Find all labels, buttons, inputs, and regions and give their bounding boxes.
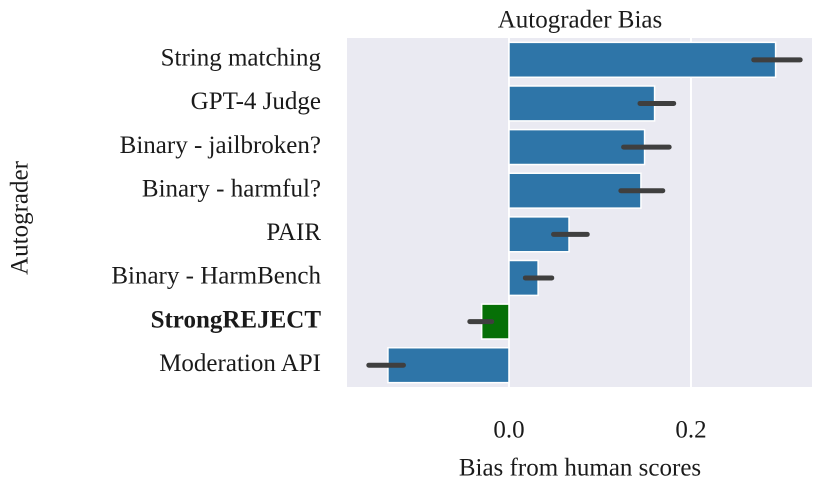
y-tick-label: Binary - harmful? [142, 175, 321, 202]
y-tick-label: StrongREJECT [151, 306, 322, 333]
x-tick-label: 0.0 [493, 417, 524, 444]
y-tick-label: Moderation API [159, 350, 321, 377]
bar [508, 41, 777, 79]
y-tick-label: Binary - HarmBench [111, 263, 321, 290]
bar [508, 85, 656, 122]
bar [387, 346, 510, 384]
y-tick-label: PAIR [266, 219, 321, 246]
x-axis-label: Bias from human scores [459, 455, 701, 482]
chart-title: Autograder Bias [498, 7, 663, 34]
y-tick-label: GPT-4 Judge [191, 88, 321, 115]
x-tick-label: 0.2 [675, 417, 706, 444]
y-tick-label: Binary - jailbroken? [120, 132, 321, 159]
y-axis-label: Autograder [7, 160, 34, 275]
y-tick-label: String matching [161, 45, 322, 72]
